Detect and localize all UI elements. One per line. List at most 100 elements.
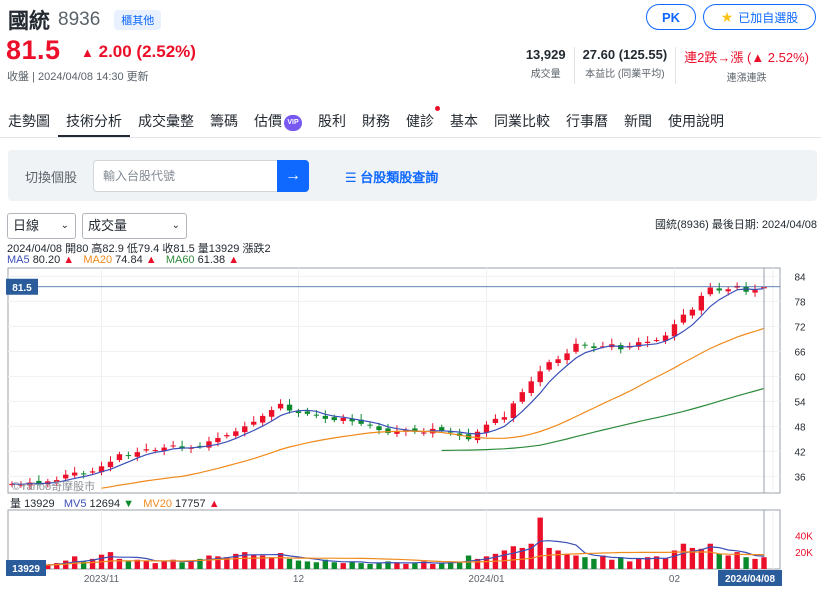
volume-bar (376, 563, 382, 569)
period-select[interactable]: 日線 ⌄ (7, 213, 76, 239)
volume-bar (421, 561, 427, 569)
tab-valuation[interactable]: 估價 VIP (246, 108, 310, 137)
watchlist-button[interactable]: ★ 已加自選股 (703, 4, 816, 30)
vip-badge: VIP (284, 115, 302, 131)
category-search-link[interactable]: ☰ 台股類股查詢 (345, 167, 438, 186)
mv5-value: 12694 (89, 498, 121, 510)
stat-label: 成交量 (530, 69, 561, 80)
price-tick-label: 60 (794, 372, 806, 383)
volume-bar (447, 562, 454, 569)
tab-dividend[interactable]: 股利 (318, 113, 346, 129)
candle-body (474, 431, 481, 441)
period-select-value: 日線 (13, 218, 40, 233)
volume-bar (367, 563, 373, 569)
tab-diagnosis-label: 健診 (406, 113, 434, 129)
candle-body (492, 418, 499, 423)
candle-body (340, 418, 346, 421)
down-arrow-icon: ▼ (123, 498, 135, 510)
pk-button[interactable]: PK (646, 4, 696, 30)
date-tick-label: 02 (669, 574, 681, 585)
volume-bar (242, 552, 248, 569)
tab-basic[interactable]: 基本 (450, 113, 478, 129)
up-arrow-icon: ▲ (228, 254, 240, 266)
volume-bar (331, 562, 337, 569)
volume-bar (510, 546, 517, 569)
volume-bar (116, 558, 123, 569)
search-submit-button[interactable]: → (277, 160, 309, 192)
tab-peer[interactable]: 同業比較 (494, 113, 550, 129)
price-tick-label: 54 (794, 397, 806, 408)
candle-body (349, 418, 355, 422)
candle-body (224, 435, 230, 437)
candle-body (573, 343, 579, 352)
volume-bar (752, 558, 758, 569)
candle-body (313, 414, 320, 416)
candle-body (206, 441, 212, 448)
tab-financial[interactable]: 財務 (362, 113, 390, 129)
up-triangle-icon: ▲ (81, 45, 94, 60)
price-tick-label: 66 (794, 347, 806, 358)
volume-bar (54, 563, 60, 569)
volume-bar (322, 559, 329, 569)
candle-body (268, 410, 275, 417)
volume-bar (215, 556, 221, 569)
volume-bar (358, 563, 364, 569)
volume-bar (63, 560, 69, 569)
volume-bar (403, 563, 409, 569)
candle-body (689, 309, 696, 316)
volume-tag (6, 560, 46, 576)
candle-body (662, 335, 669, 341)
volume-bar (582, 557, 588, 569)
volume-bar (233, 553, 239, 569)
up-arrow-icon: ▲ (145, 254, 157, 266)
price-change: ▲ 2.00 (2.52%) (81, 42, 196, 62)
volume-bar (519, 547, 525, 569)
tab-news[interactable]: 新聞 (624, 113, 652, 129)
candle-body (725, 289, 731, 292)
candle-body (376, 426, 382, 431)
volume-bar (179, 562, 185, 569)
candle-body (116, 454, 123, 461)
candle-body (233, 431, 239, 436)
candle-body (510, 403, 517, 418)
volume-bar (564, 553, 570, 569)
switch-stock-label: 切換個股 (25, 170, 78, 185)
candle-body (671, 324, 678, 337)
mv20-name: MV20 (143, 498, 172, 510)
tab-trend[interactable]: 走勢圖 (8, 113, 50, 129)
category-badge[interactable]: 櫃其他 (114, 10, 162, 30)
volume-bar (430, 563, 436, 569)
volume-bar (600, 555, 606, 569)
tab-chips[interactable]: 籌碼 (210, 113, 238, 129)
tab-trades[interactable]: 成交彙整 (138, 113, 194, 129)
tab-technical[interactable]: 技術分析 (58, 108, 130, 137)
stat-streak: 連2跌→漲 (▲ 2.52%) 連漲連跌 (675, 47, 817, 84)
stock-switch-panel: 切換個股 輸入台股代號 → ☰ 台股類股查詢 (8, 150, 817, 201)
volume-bar (45, 564, 51, 569)
candle-body (125, 455, 132, 457)
ohlc-readout: 2024/04/08 開80 高82.9 低79.4 收81.5 量13929 … (7, 243, 271, 255)
volume-bar (286, 558, 293, 569)
indicator-select[interactable]: 成交量 ⌄ (82, 213, 187, 239)
candle-body (170, 445, 176, 447)
candle-body (528, 381, 534, 393)
candle-body (555, 359, 561, 363)
tab-calendar[interactable]: 行事曆 (566, 113, 608, 129)
price-tick-label: 36 (794, 472, 806, 483)
tab-diagnosis[interactable]: 健診 (398, 106, 442, 137)
price-tick-label: 84 (794, 272, 806, 283)
volume-bar (698, 548, 705, 569)
candle-body (412, 428, 418, 432)
candle-body (143, 449, 149, 451)
candle-body (653, 340, 660, 342)
volume-bar (546, 547, 552, 569)
stock-code-input[interactable]: 輸入台股代號 (93, 160, 278, 192)
tab-help[interactable]: 使用說明 (668, 113, 724, 129)
watchlist-label: 已加自選股 (738, 10, 799, 25)
ma60-name: MA60 (165, 254, 195, 266)
volume-bar (671, 550, 678, 569)
volume-bar (89, 558, 96, 569)
ma60-value: 61.38 (197, 254, 226, 266)
volume-bar (474, 558, 481, 569)
